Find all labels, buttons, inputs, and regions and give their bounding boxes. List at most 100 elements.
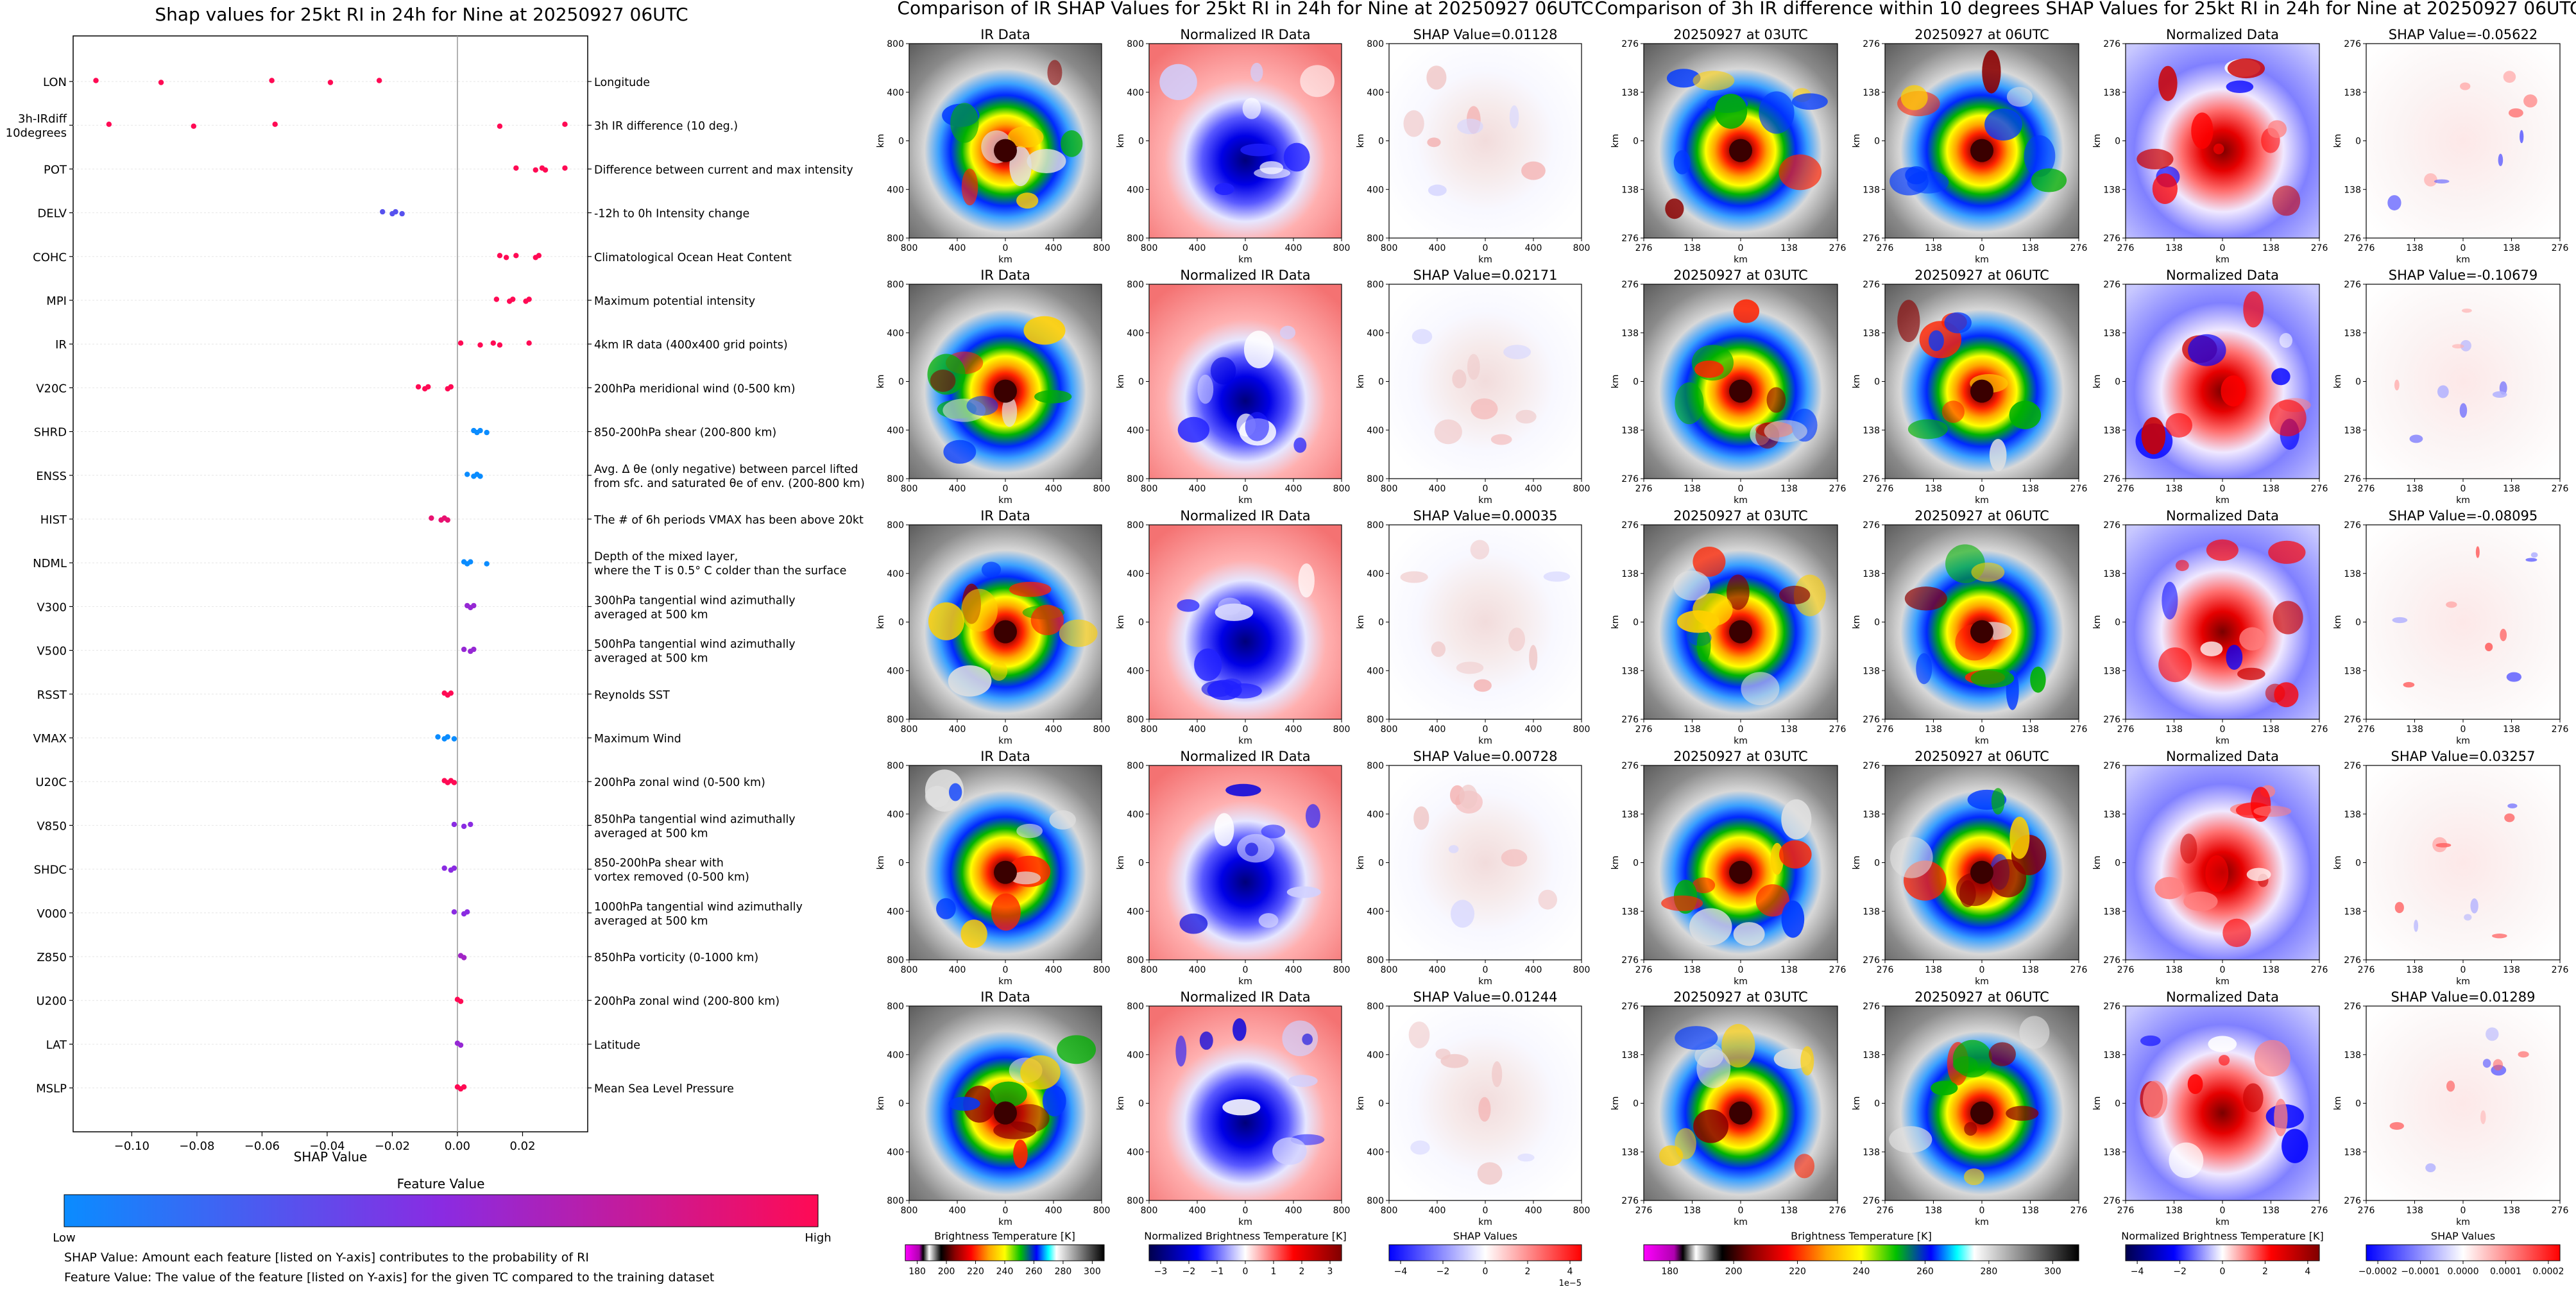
field-feature xyxy=(1693,71,1735,91)
colorbar: SHAP Values −0.0002 −0.0001 0.0000 0.0001 0.0… xyxy=(2358,1230,2564,1277)
y-axis-unit: km xyxy=(2092,375,2103,389)
field-feature xyxy=(1794,1154,1815,1179)
feature-name-label: SHDC xyxy=(34,864,67,877)
x-tick-label: 138 xyxy=(2262,243,2280,253)
x-tick-label: 0 xyxy=(1483,1206,1488,1216)
panel-image xyxy=(1149,284,1342,479)
shap-axes-frame xyxy=(73,35,588,1132)
y-tick-label: 138 xyxy=(1621,810,1639,820)
feature-name-label: DELV xyxy=(37,207,67,221)
x-axis-unit: km xyxy=(1478,736,1492,746)
field-feature xyxy=(936,898,956,919)
feature-name-label: V300 xyxy=(37,601,67,614)
shap-point xyxy=(477,342,483,348)
field-feature xyxy=(1245,842,1259,857)
x-tick-label: 400 xyxy=(1285,965,1302,975)
y-tick-label: 276 xyxy=(1621,234,1639,244)
y-tick-label: 138 xyxy=(2344,810,2361,820)
field-feature xyxy=(2024,135,2056,177)
x-tick-label: 276 xyxy=(2070,484,2088,494)
x-tick-label: 0 xyxy=(1243,484,1249,494)
field-feature xyxy=(1300,65,1335,98)
field-feature xyxy=(930,370,956,392)
colorbar-gradient xyxy=(1643,1244,2079,1261)
x-tick-label: 276 xyxy=(2070,1206,2088,1216)
x-axis-unit: km xyxy=(1478,977,1492,987)
shap-point xyxy=(484,429,490,436)
field-feature xyxy=(1778,154,1822,191)
field-feature xyxy=(1030,604,1064,636)
y-tick-label: 400 xyxy=(1367,569,1384,579)
field-feature xyxy=(2019,1016,2050,1049)
field-feature xyxy=(2475,546,2480,558)
y-tick-label: 800 xyxy=(1367,1002,1384,1012)
y-tick-label: 800 xyxy=(887,39,904,49)
field-feature xyxy=(2482,1059,2491,1068)
field-feature xyxy=(1428,184,1447,196)
feature-description-label: 200hPa zonal wind (200-800 km) xyxy=(594,995,780,1008)
storm-core xyxy=(994,379,1017,403)
x-tick-label: 276 xyxy=(2070,243,2088,253)
field-feature xyxy=(2394,901,2404,914)
field-feature xyxy=(2446,1080,2455,1092)
feature-description-label: 4km IR data (400x400 grid points) xyxy=(594,339,788,352)
x-tick-label: 800 xyxy=(1093,965,1111,975)
normalized-ir-field xyxy=(1149,284,1342,479)
field-feature xyxy=(1661,895,1703,911)
field-feature xyxy=(993,1121,1037,1140)
shap-point xyxy=(191,123,197,129)
shap-point xyxy=(327,80,334,85)
x-tick-label: 138 xyxy=(1780,965,1798,975)
shap-point xyxy=(533,167,538,173)
ir3h-section-title: Comparison of 3h IR difference within 10… xyxy=(1594,0,2576,19)
field-feature xyxy=(2461,308,2472,313)
field-feature xyxy=(2403,681,2415,688)
field-feature xyxy=(1233,1018,1247,1041)
field-feature xyxy=(2253,805,2292,817)
field-feature xyxy=(1521,161,1546,180)
panel-image xyxy=(1644,284,1838,479)
image-colorbars: Brightness Temperature [K]180 200 220 240 26… xyxy=(905,1230,2564,1288)
x-tick-label: 0 xyxy=(2220,965,2226,975)
x-tick-label: 276 xyxy=(2311,724,2328,735)
y-axis-unit: km xyxy=(1852,375,1862,389)
y-tick-label: 276 xyxy=(2344,520,2361,531)
field-feature xyxy=(1689,908,1732,946)
x-tick-label: 138 xyxy=(2262,724,2280,735)
shap-point xyxy=(536,253,542,259)
x-tick-label: 400 xyxy=(1045,243,1062,253)
shap-point xyxy=(393,209,398,215)
field-feature xyxy=(1676,610,1719,633)
storm-core xyxy=(1729,379,1752,403)
shap-point xyxy=(497,253,503,259)
shap-panel-title: Shap values for 25kt RI in 24h for Nine … xyxy=(155,4,688,25)
field-feature xyxy=(1971,562,2005,582)
x-tick-label: 400 xyxy=(1285,724,1302,735)
field-feature xyxy=(1034,389,1072,404)
y-tick-label: 138 xyxy=(2344,329,2361,339)
panel-title: SHAP Value=-0.08095 xyxy=(2389,508,2538,524)
feature-description-label: 850-200hPa shear with xyxy=(594,857,724,870)
field-feature xyxy=(1286,886,1321,898)
field-feature xyxy=(1242,98,1261,119)
x-tick-label: 138 xyxy=(2262,484,2280,494)
panel-image xyxy=(1885,1006,2079,1200)
feature-row: V500 500hPa tangential wind azimuthally av… xyxy=(37,638,795,665)
field-feature xyxy=(1889,1126,1932,1153)
field-feature xyxy=(1492,1061,1503,1088)
colorbar: Brightness Temperature [K] 180 200 220 240 26… xyxy=(1643,1230,2079,1277)
y-tick-label: 276 xyxy=(1621,39,1639,49)
y-tick-label: 0 xyxy=(1874,377,1880,388)
storm-core xyxy=(994,139,1017,162)
y-tick-label: 276 xyxy=(1621,280,1639,290)
x-tick-label: 0 xyxy=(1738,1206,1744,1216)
x-axis-unit: km xyxy=(1975,977,1989,987)
y-tick-label: 0 xyxy=(2355,137,2361,147)
feature-description-label: 850-200hPa shear (200-800 km) xyxy=(594,427,776,440)
panel-title: SHAP Value=0.01244 xyxy=(1413,989,1558,1005)
x-tick-label: 138 xyxy=(2503,243,2520,253)
